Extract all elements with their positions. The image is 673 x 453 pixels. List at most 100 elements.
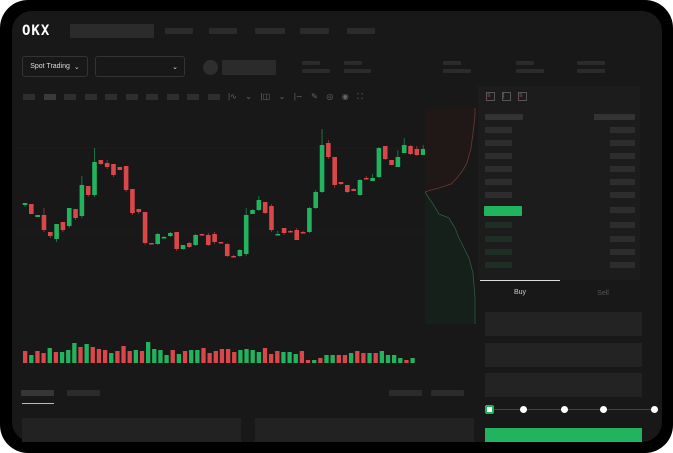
candle[interactable] — [256, 200, 262, 210]
candle[interactable] — [231, 256, 236, 258]
slider-step[interactable] — [520, 406, 527, 413]
interval-button[interactable] — [64, 94, 76, 100]
orderbook-both-icon[interactable]: ≡ — [486, 92, 495, 101]
candle[interactable] — [136, 209, 142, 212]
candle[interactable] — [29, 204, 34, 214]
bid-row[interactable] — [485, 249, 512, 255]
candle[interactable] — [401, 145, 407, 153]
candle[interactable] — [60, 222, 66, 230]
candle[interactable] — [79, 185, 85, 216]
candle[interactable] — [294, 230, 300, 240]
orderbook-bids-icon[interactable]: | — [502, 92, 511, 101]
tab-open-orders[interactable] — [21, 390, 54, 396]
candle[interactable] — [363, 178, 369, 180]
nav-item[interactable] — [255, 28, 285, 34]
price-input[interactable] — [485, 312, 642, 336]
camera-icon[interactable]: ◎ — [326, 92, 334, 101]
candle[interactable] — [370, 178, 375, 181]
ask-row[interactable] — [485, 153, 512, 159]
candle[interactable] — [224, 244, 230, 256]
candle[interactable] — [41, 215, 47, 230]
candle[interactable] — [92, 162, 97, 195]
line-tool-icon[interactable]: |∼ — [293, 92, 303, 101]
candle[interactable] — [269, 206, 274, 230]
candle[interactable] — [130, 189, 135, 213]
candle[interactable] — [408, 146, 413, 154]
candle[interactable] — [180, 245, 186, 249]
candle[interactable] — [66, 208, 72, 226]
candle[interactable] — [123, 166, 129, 190]
candle[interactable] — [199, 234, 205, 236]
interval-button[interactable] — [166, 94, 179, 100]
candle[interactable] — [376, 148, 382, 177]
candle[interactable] — [332, 157, 337, 185]
ask-row[interactable] — [485, 192, 512, 198]
candle[interactable] — [389, 160, 394, 165]
candle[interactable] — [174, 232, 179, 249]
tab-buy[interactable]: Buy — [513, 289, 527, 296]
bid-row[interactable] — [485, 222, 512, 228]
market-selector[interactable]: Spot Trading ⌄ — [22, 56, 88, 77]
candle[interactable] — [395, 157, 401, 167]
candle[interactable] — [142, 212, 148, 243]
candle[interactable] — [414, 149, 420, 155]
chevron-down-icon[interactable]: ⌄ — [278, 92, 286, 101]
candle[interactable] — [104, 163, 110, 167]
target-icon[interactable]: ◉ — [341, 92, 349, 101]
candle[interactable] — [300, 232, 306, 234]
pair-selector[interactable]: ⌄ — [95, 56, 185, 77]
candle[interactable] — [262, 202, 268, 213]
candle[interactable] — [420, 149, 426, 155]
candle[interactable] — [117, 167, 123, 170]
candle[interactable] — [237, 250, 243, 256]
interval-button[interactable] — [146, 94, 158, 100]
nav-item[interactable] — [165, 28, 193, 34]
indicator-icon[interactable]: |∿ — [228, 92, 237, 101]
candle[interactable] — [382, 146, 388, 159]
filter-button[interactable] — [431, 390, 464, 396]
nav-item[interactable] — [209, 28, 237, 34]
candle[interactable] — [313, 192, 319, 208]
pencil-icon[interactable]: ✎ — [311, 92, 318, 101]
bid-row[interactable] — [485, 262, 512, 268]
total-input[interactable] — [485, 373, 642, 397]
ask-row[interactable] — [485, 127, 512, 133]
interval-button[interactable] — [187, 94, 199, 100]
slider-step[interactable] — [561, 406, 568, 413]
okx-logo[interactable]: OKX — [22, 23, 51, 39]
nav-item[interactable] — [300, 28, 329, 34]
candle[interactable] — [98, 160, 104, 164]
nav-item[interactable] — [347, 28, 375, 34]
candle[interactable] — [243, 215, 249, 254]
candle[interactable] — [155, 234, 161, 244]
bid-row[interactable] — [485, 236, 512, 242]
candle[interactable] — [307, 208, 312, 232]
candle[interactable] — [338, 182, 344, 184]
slider-step[interactable] — [651, 406, 658, 413]
candle[interactable] — [288, 231, 293, 233]
fullscreen-icon[interactable]: ⛶ — [357, 92, 363, 101]
slider-step[interactable] — [600, 406, 607, 413]
candlestick-chart[interactable] — [15, 110, 427, 370]
candle[interactable] — [357, 180, 363, 195]
candle[interactable] — [85, 186, 91, 195]
interval-button[interactable] — [125, 94, 138, 100]
ask-row[interactable] — [485, 166, 512, 172]
candle[interactable] — [193, 235, 198, 245]
candle[interactable] — [161, 237, 167, 239]
candle[interactable] — [22, 203, 28, 205]
candle[interactable] — [35, 215, 40, 217]
candle[interactable] — [149, 243, 154, 245]
candle[interactable] — [187, 243, 192, 247]
ask-row[interactable] — [485, 140, 512, 146]
candle[interactable] — [345, 185, 350, 192]
interval-button[interactable] — [207, 94, 220, 100]
candle[interactable] — [351, 189, 356, 191]
interval-button[interactable] — [84, 94, 97, 100]
candle[interactable] — [250, 210, 255, 214]
candle[interactable] — [73, 209, 78, 218]
search-bar[interactable] — [70, 24, 154, 38]
buy-button[interactable] — [485, 428, 642, 442]
amount-input[interactable] — [485, 343, 642, 367]
interval-button[interactable] — [43, 94, 56, 100]
